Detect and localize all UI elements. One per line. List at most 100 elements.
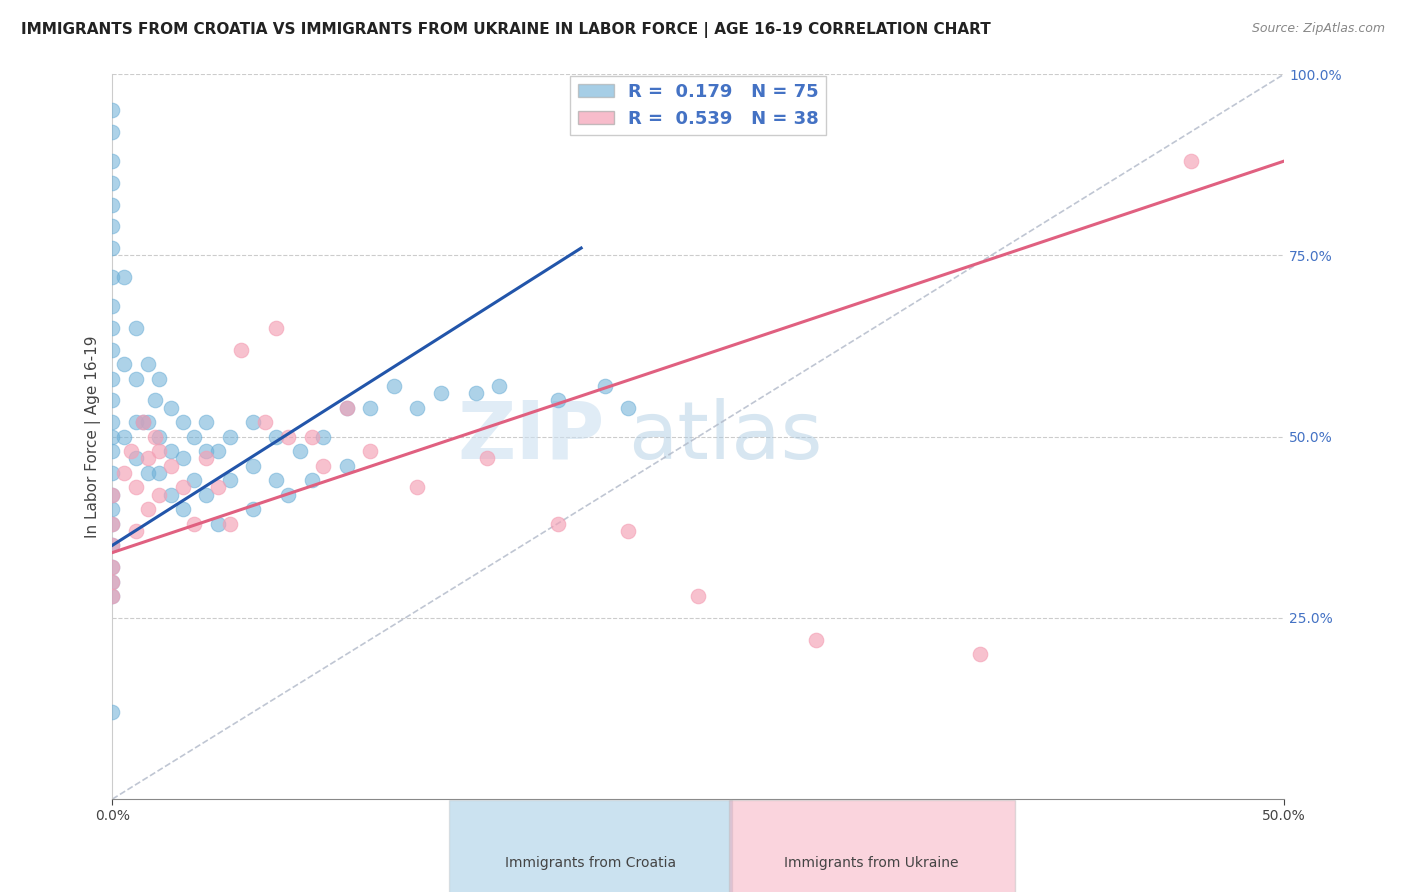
Point [101,299,124,313]
Point [160,487,183,501]
Point [547,393,569,408]
Point [101,415,124,429]
Point [207,444,229,458]
Point [804,632,827,647]
Point [101,371,124,385]
Point [242,415,264,429]
Point [101,538,124,552]
Point [969,647,991,661]
Point [242,458,264,473]
Point [218,473,240,487]
Point [101,103,124,118]
Point [101,560,124,574]
Point [195,487,218,501]
Point [125,451,148,466]
Point [112,429,135,443]
Point [101,393,124,408]
Point [112,270,135,285]
Point [301,473,323,487]
Point [112,357,135,371]
Point [101,197,124,211]
Point [242,502,264,516]
Point [101,320,124,334]
Point [336,401,359,415]
Point [488,378,510,392]
Point [101,487,124,501]
Point [207,516,229,531]
Point [125,415,148,429]
Point [406,401,429,415]
Point [101,502,124,516]
Point [195,451,218,466]
Text: atlas: atlas [628,398,823,475]
Point [359,444,381,458]
Point [183,473,205,487]
Point [382,378,405,392]
Point [688,589,710,603]
Text: Source: ZipAtlas.com: Source: ZipAtlas.com [1251,22,1385,36]
Point [160,458,183,473]
Point [336,458,359,473]
Point [132,415,155,429]
Point [125,480,148,494]
Point [312,429,335,443]
Point [120,444,142,458]
Point [112,466,135,480]
Point [429,386,451,401]
Point [136,502,159,516]
Point [148,466,170,480]
Point [136,466,159,480]
Point [148,371,170,385]
Point [172,415,194,429]
Point [101,574,124,589]
Text: Immigrants from Ukraine: Immigrants from Ukraine [785,855,959,870]
Legend: R =  0.179   N = 75, R =  0.539   N = 38: R = 0.179 N = 75, R = 0.539 N = 38 [571,76,827,136]
Point [136,415,159,429]
Point [101,444,124,458]
Point [183,429,205,443]
Point [195,444,218,458]
Point [406,480,429,494]
Point [336,401,359,415]
Text: IMMIGRANTS FROM CROATIA VS IMMIGRANTS FROM UKRAINE IN LABOR FORCE | AGE 16-19 CO: IMMIGRANTS FROM CROATIA VS IMMIGRANTS FR… [21,22,991,38]
Point [101,589,124,603]
Point [312,458,335,473]
Point [101,176,124,190]
Point [101,516,124,531]
Point [617,401,640,415]
Point [266,429,288,443]
Point [359,401,381,415]
Text: ZIP: ZIP [457,398,605,475]
Point [125,371,148,385]
Point [132,415,155,429]
Point [464,386,486,401]
Point [231,343,253,357]
Point [172,480,194,494]
Point [143,429,166,443]
Point [266,473,288,487]
Point [218,429,240,443]
Point [125,524,148,538]
Point [148,487,170,501]
Point [101,487,124,501]
Point [101,125,124,139]
Point [136,357,159,371]
Point [617,524,640,538]
Point [1180,154,1202,169]
Point [101,516,124,531]
Point [101,154,124,169]
Point [148,429,170,443]
Y-axis label: In Labor Force | Age 16-19: In Labor Force | Age 16-19 [86,335,101,538]
Point [266,320,288,334]
Point [301,429,323,443]
Point [218,516,240,531]
Point [277,487,299,501]
Point [101,538,124,552]
Point [277,429,299,443]
Point [101,270,124,285]
Point [160,401,183,415]
Point [195,415,218,429]
Point [101,574,124,589]
Point [172,451,194,466]
Point [101,466,124,480]
